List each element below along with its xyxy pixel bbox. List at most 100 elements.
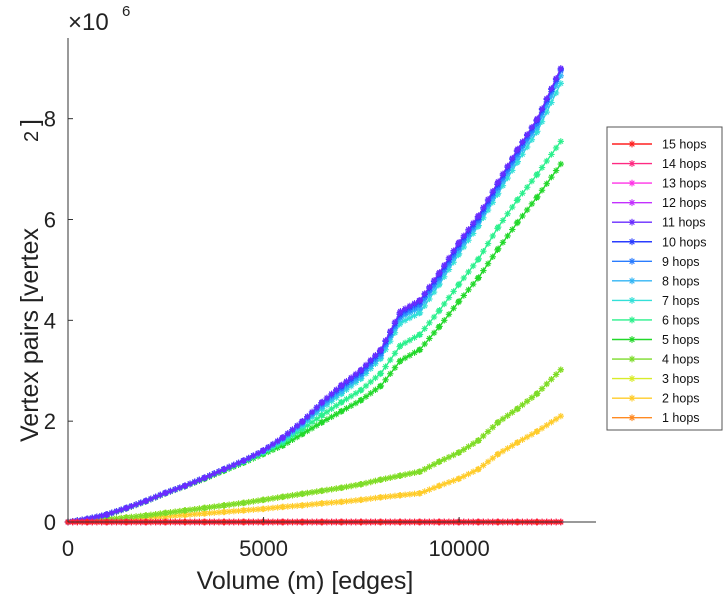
data-point xyxy=(441,317,448,324)
data-point xyxy=(445,294,453,301)
data-point xyxy=(196,505,203,512)
data-point xyxy=(401,339,409,347)
data-point xyxy=(391,350,399,357)
data-point xyxy=(338,484,345,491)
data-point xyxy=(480,204,487,211)
data-point xyxy=(240,499,248,507)
data-point xyxy=(274,437,281,445)
data-point xyxy=(495,178,502,185)
series-line xyxy=(67,68,562,523)
legend-marker xyxy=(628,238,636,246)
data-point xyxy=(265,495,272,503)
y-tick-label: 0 xyxy=(44,510,56,535)
data-point xyxy=(221,465,228,473)
legend-label: 2 hops xyxy=(662,392,700,406)
legend-entry: 5 hops xyxy=(612,333,700,347)
legend-marker xyxy=(628,414,636,422)
data-point xyxy=(377,346,385,353)
data-point xyxy=(460,446,468,453)
data-point xyxy=(254,450,262,457)
data-point xyxy=(441,261,448,269)
legend-marker xyxy=(628,140,636,148)
data-point xyxy=(450,305,457,312)
series-line xyxy=(67,369,562,523)
legend-label: 13 hops xyxy=(662,177,706,191)
legend-label: 4 hops xyxy=(662,353,700,367)
data-point xyxy=(523,184,531,191)
data-point xyxy=(152,511,159,518)
x-tick-label: 10000 xyxy=(429,536,490,561)
data-point xyxy=(323,408,331,416)
data-point xyxy=(367,478,374,486)
data-point xyxy=(299,490,306,497)
data-point xyxy=(387,327,394,335)
data-point xyxy=(557,138,564,145)
data-point xyxy=(362,479,370,487)
data-point xyxy=(196,476,203,484)
data-point xyxy=(358,386,365,394)
data-point xyxy=(245,454,252,462)
data-point xyxy=(328,405,335,413)
y-axis-label: Vertex pairs [vertex 2 ] xyxy=(16,119,44,442)
data-point xyxy=(469,280,477,288)
data-point xyxy=(543,157,550,165)
data-point xyxy=(235,500,242,507)
data-point xyxy=(333,402,340,409)
data-point xyxy=(235,459,242,467)
data-point xyxy=(441,456,448,463)
data-point xyxy=(269,495,277,502)
legend-label: 7 hops xyxy=(662,294,700,308)
data-point xyxy=(480,267,487,274)
data-point xyxy=(367,390,374,397)
data-point xyxy=(206,504,213,511)
data-point xyxy=(362,393,370,400)
data-point xyxy=(534,170,541,178)
data-point xyxy=(552,415,560,423)
data-point xyxy=(167,509,174,516)
data-point xyxy=(523,131,531,138)
data-point xyxy=(475,274,482,281)
data-point xyxy=(484,196,492,203)
legend-marker xyxy=(628,160,636,167)
data-point xyxy=(495,450,502,458)
data-point xyxy=(489,253,496,260)
data-point xyxy=(416,296,424,304)
data-point xyxy=(538,187,546,194)
data-point xyxy=(557,160,564,168)
legend-marker xyxy=(628,336,636,343)
data-point xyxy=(254,506,262,513)
legend-entry: 13 hops xyxy=(612,177,706,191)
data-point xyxy=(528,394,536,401)
data-point xyxy=(552,371,560,378)
data-point xyxy=(137,499,144,507)
data-point xyxy=(221,502,228,509)
data-point xyxy=(279,493,287,500)
legend-entry: 12 hops xyxy=(612,196,706,210)
data-point xyxy=(548,99,555,106)
data-point xyxy=(557,412,564,420)
data-point xyxy=(416,468,424,475)
data-point xyxy=(215,502,223,510)
data-point xyxy=(157,491,164,499)
data-point xyxy=(455,449,463,456)
data-point xyxy=(206,472,213,479)
data-point xyxy=(284,503,292,510)
data-point xyxy=(426,319,433,327)
data-point xyxy=(495,418,502,426)
data-point xyxy=(377,494,385,501)
data-point xyxy=(377,476,385,483)
data-point xyxy=(426,335,433,342)
data-point xyxy=(382,363,389,370)
data-point xyxy=(401,317,409,324)
data-point xyxy=(484,458,492,466)
data-point xyxy=(421,325,428,332)
data-point xyxy=(308,489,316,496)
data-point xyxy=(534,193,541,201)
tick-layer: 0 5000 10000 0 2 4 6 8 xyxy=(44,107,490,561)
legend-marker xyxy=(628,277,636,285)
data-point xyxy=(333,386,340,393)
data-point xyxy=(245,506,252,514)
data-point xyxy=(514,405,521,412)
data-point xyxy=(333,499,340,506)
data-point xyxy=(465,470,472,478)
